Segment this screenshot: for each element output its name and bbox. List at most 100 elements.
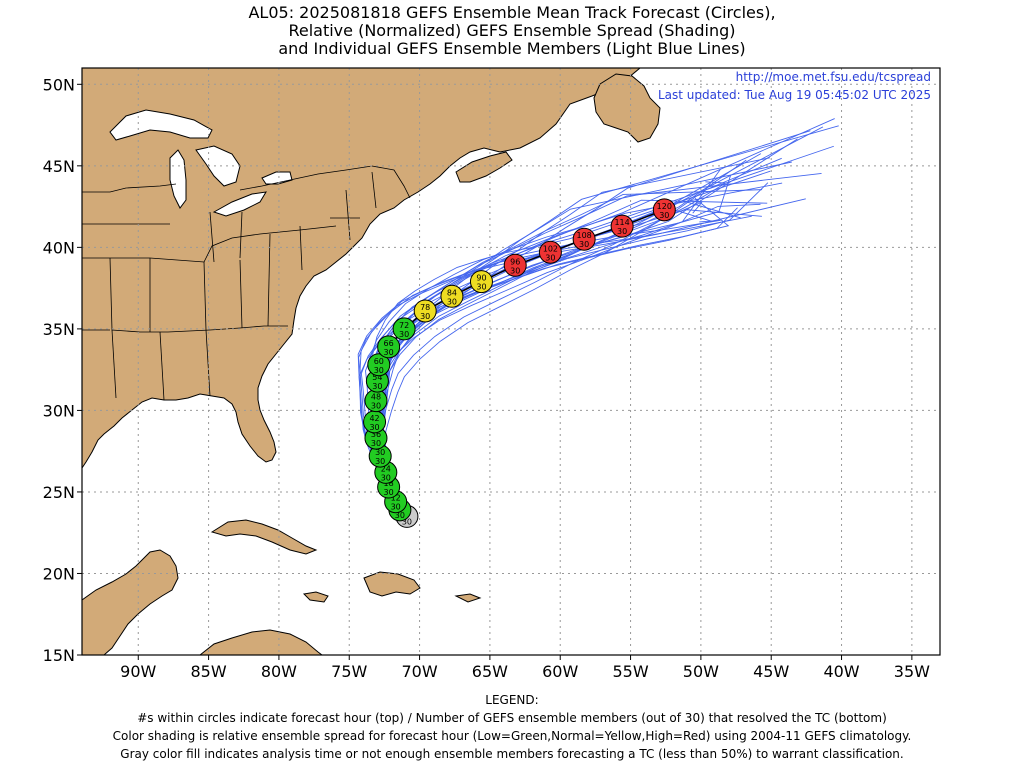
- lon-tick-label: 75W: [331, 662, 367, 681]
- chart-title-line-2: Relative (Normalized) GEFS Ensemble Spre…: [288, 21, 736, 40]
- forecast-hour-label: 30: [375, 448, 385, 457]
- central-america-landmass: [82, 549, 179, 655]
- member-count-label: 30: [371, 439, 381, 448]
- map-frame: [81, 67, 941, 656]
- lon-tick-label: 60W: [542, 662, 578, 681]
- forecast-circle: [413, 299, 437, 323]
- forecast-circle: [392, 317, 416, 341]
- forecast-hour-label: 24: [381, 464, 391, 473]
- jamaica-island: [302, 591, 329, 603]
- track-forecast-map: 0306301230183024303030363042304830543060…: [43, 67, 941, 681]
- nova-scotia-landmass: [455, 151, 513, 183]
- member-count-label: 30: [545, 253, 555, 262]
- forecast-hour-label: 108: [577, 231, 592, 240]
- member-count-label: 30: [375, 457, 385, 466]
- lon-tick-label: 55W: [612, 662, 648, 681]
- last-updated-text: Last updated: Tue Aug 19 05:45:02 UTC 20…: [658, 88, 931, 102]
- lon-tick-label: 90W: [120, 662, 156, 681]
- lake-michigan: [169, 149, 187, 209]
- lat-tick-label: 35N: [43, 320, 75, 339]
- forecast-hour-label: 90: [476, 274, 486, 283]
- lake-erie: [212, 191, 267, 217]
- legend-line-2: Color shading is relative ensemble sprea…: [112, 729, 912, 743]
- forecast-hour-label: 42: [369, 414, 379, 423]
- lat-tick-label: 40N: [43, 238, 75, 257]
- lon-tick-label: 50W: [683, 662, 719, 681]
- south-america-landmass: [199, 629, 323, 655]
- lake-huron: [195, 145, 241, 187]
- forecast-hour-label: 48: [371, 393, 381, 402]
- member-count-label: 30: [510, 266, 520, 275]
- forecast-circle: [572, 227, 596, 251]
- member-count-label: 30: [381, 473, 391, 482]
- forecast-circle: [469, 270, 493, 294]
- forecast-hour-label: 84: [447, 288, 457, 297]
- member-count-label: 30: [369, 423, 379, 432]
- member-count-label: 30: [659, 211, 669, 220]
- newfoundland-island: [593, 73, 661, 143]
- lon-tick-label: 65W: [472, 662, 508, 681]
- lake-superior: [109, 109, 213, 141]
- chart-title-line-1: AL05: 2025081818 GEFS Ensemble Mean Trac…: [248, 3, 776, 22]
- member-count-label: 30: [447, 297, 457, 306]
- lat-tick-label: 15N: [43, 646, 75, 665]
- political-boundaries: [82, 165, 411, 401]
- member-count-label: 30: [395, 511, 405, 520]
- forecast-hour-label: 120: [657, 202, 672, 211]
- legend-line-1: #s within circles indicate forecast hour…: [137, 711, 887, 725]
- member-count-label: 30: [399, 330, 409, 339]
- lon-tick-label: 80W: [261, 662, 297, 681]
- longitude-axis: 90W 85W 80W 75W 70W 65W 60W 55W 50W 45W 40W 35W: [120, 655, 930, 681]
- forecast-hour-label: 36: [371, 430, 381, 439]
- lat-tick-label: 45N: [43, 157, 75, 176]
- lon-tick-label: 85W: [190, 662, 226, 681]
- forecast-hour-label: 66: [384, 339, 394, 348]
- land-layer: [82, 68, 661, 655]
- member-count-label: 30: [384, 348, 394, 357]
- forecast-hour-label: 96: [510, 257, 520, 266]
- member-count-label: 30: [371, 402, 381, 411]
- forecast-circle: [538, 240, 562, 264]
- forecast-hour-label: 72: [399, 321, 409, 330]
- member-count-label: 30: [384, 488, 394, 497]
- source-url[interactable]: http://moe.met.fsu.edu/tcspread: [736, 70, 931, 84]
- lat-tick-label: 25N: [43, 483, 75, 502]
- chart-title-line-3: and Individual GEFS Ensemble Members (Li…: [278, 39, 746, 58]
- forecast-hour-label: 54: [372, 373, 382, 382]
- member-count-label: 30: [402, 517, 412, 526]
- member-count-label: 30: [391, 503, 401, 512]
- forecast-hour-label: 114: [614, 218, 629, 227]
- forecast-hour-label: 78: [420, 303, 430, 312]
- member-count-label: 30: [476, 283, 486, 292]
- forecast-circle: [503, 253, 527, 277]
- member-count-label: 30: [579, 240, 589, 249]
- legend-line-3: Gray color fill indicates analysis time …: [120, 747, 904, 761]
- forecast-circle: [440, 284, 464, 308]
- forecast-circle: [377, 335, 401, 359]
- lat-tick-label: 30N: [43, 401, 75, 420]
- lon-tick-label: 35W: [894, 662, 930, 681]
- cuba-island: [210, 519, 318, 555]
- forecast-circle: [652, 198, 676, 222]
- lon-tick-label: 70W: [401, 662, 437, 681]
- latitude-axis: 15N 20N 25N 30N 35N 40N 45N 50N: [43, 75, 82, 665]
- lon-tick-label: 40W: [823, 662, 859, 681]
- forecast-hour-label: 60: [374, 357, 384, 366]
- ensemble-mean-track: 0306301230183024303030363042304830543060…: [363, 198, 676, 528]
- member-count-label: 30: [372, 382, 382, 391]
- puerto-rico-island: [454, 593, 482, 603]
